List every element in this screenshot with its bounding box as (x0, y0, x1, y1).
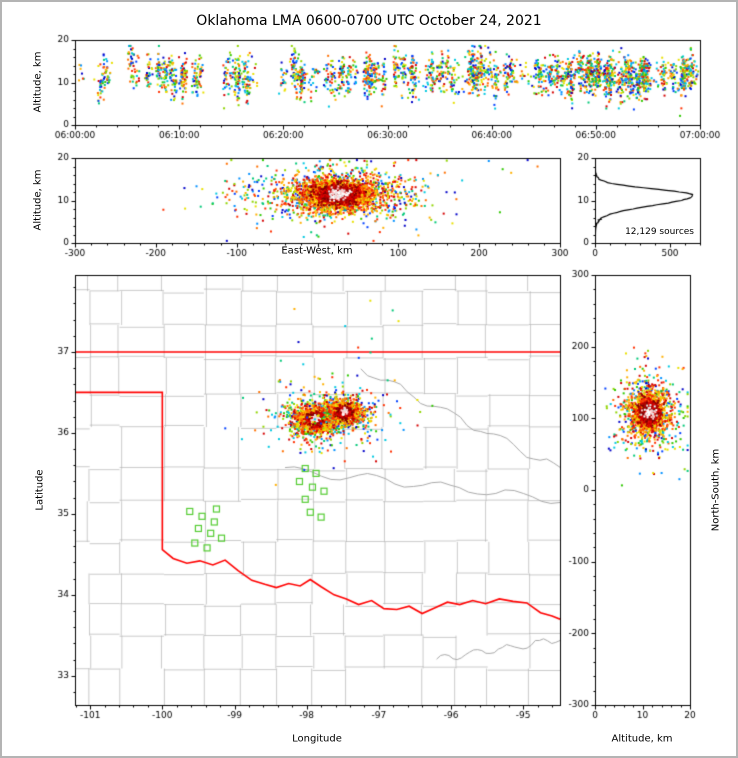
plan-view-ylabel: Latitude (34, 469, 46, 511)
ns-altitude-xlabel: Altitude, km (611, 733, 673, 745)
ns-altitude-ylabel: North-South, km (710, 448, 722, 532)
time-height-ylabel: Altitude, km (32, 51, 44, 113)
ew-altitude-xlabel: East-West, km (281, 245, 353, 257)
plan-view-xlabel: Longitude (292, 733, 342, 745)
ew-altitude-ylabel: Altitude, km (32, 169, 44, 231)
sources-count-label: 12,129 sources (625, 227, 694, 237)
